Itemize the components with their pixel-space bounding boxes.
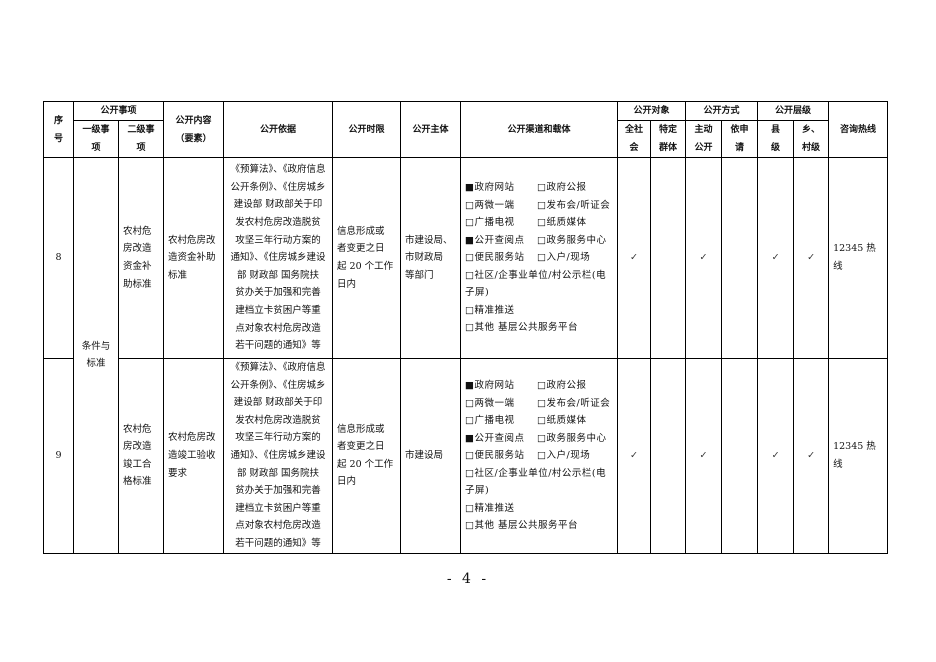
- row-level1: 条件与 标准: [73, 157, 119, 554]
- header-audience-group: 公开对象: [617, 101, 687, 121]
- row-level-county: ✓: [757, 157, 795, 359]
- row-level-county: ✓: [757, 358, 795, 554]
- header-time-limit: 公开时限: [332, 101, 402, 158]
- row-method-request: [721, 358, 759, 554]
- header-audience-specific: 特定 群体: [650, 120, 687, 158]
- header-subject: 公开主体: [400, 101, 462, 158]
- table-row: 8 条件与 标准 农村危 房改造 资金补 助标准 农村危房改 造资金补助 标准 …: [43, 157, 889, 554]
- row-audience-specific: [650, 358, 687, 554]
- row-method-active: ✓: [685, 157, 723, 359]
- row-subject: 市建设局: [400, 358, 462, 554]
- header-method-active: 主动 公开: [685, 120, 723, 158]
- channel-option: □便民服务站: [465, 252, 525, 264]
- row-level2: 农村危 房改造 竣工合 格标准: [117, 358, 165, 554]
- header-item-group: 公开事项: [72, 101, 165, 121]
- channel-option: □社区/企事业单位/村公示栏(电子屏): [465, 269, 607, 299]
- channel-option: □广播电视: [465, 217, 515, 229]
- header-method-group: 公开方式: [685, 101, 759, 121]
- channel-option: ■政府网站: [465, 380, 515, 392]
- row-basis: 《预算法》、《政府信息 公开条例》、《住房城乡 建设部 财政部关于印 发农村危房…: [223, 157, 334, 359]
- channel-option: □政府公报: [537, 182, 587, 194]
- row-channels: ■政府网站 □政府公报 □两微一端 □发布会/听证会 □广播电视 □纸质媒体 ■公开查阅点 □…: [460, 157, 619, 359]
- channel-option: □纸质媒体: [537, 415, 587, 427]
- header-basis: 公开依据: [223, 101, 334, 158]
- header-audience-all: 全社 会: [617, 120, 652, 158]
- channel-option: □广播电视: [465, 415, 515, 427]
- disclosure-table: 序 号 公开事项 公开内容 （要素） 公开依据 公开时限 公开主体 公开渠道和载…: [43, 101, 889, 554]
- header-method-request: 依申 请: [721, 120, 759, 158]
- row-hotline: 12345 热线: [828, 358, 889, 554]
- row-content: 农村危房改 造资金补助 标准: [163, 157, 225, 359]
- header-level2: 二级事 项: [117, 120, 165, 158]
- row-audience-specific: [650, 157, 687, 359]
- channel-option: ■公开查阅点: [465, 432, 525, 444]
- channel-option: □纸质媒体: [537, 217, 587, 229]
- row-level-town: ✓: [793, 157, 830, 359]
- channel-option: □政务服务中心: [537, 234, 607, 246]
- channel-option: □精准推送: [465, 502, 515, 514]
- header-level-group: 公开层级: [757, 101, 830, 121]
- table-row: 9 农村危 房改造 竣工合 格标准 农村危房改 造竣工验收 要求 《预算法》、《…: [43, 358, 889, 554]
- channel-option: □入户/现场: [537, 252, 591, 264]
- channel-option: □政务服务中心: [537, 432, 607, 444]
- header-hotline: 咨询热线: [828, 101, 889, 158]
- row-audience-all: ✓: [617, 358, 652, 554]
- channel-option: □政府公报: [537, 380, 587, 392]
- header-seq: 序 号: [43, 101, 74, 158]
- header-level1: 一级事 项: [73, 120, 119, 158]
- channel-option: □入户/现场: [537, 450, 591, 462]
- channel-option: □精准推送: [465, 304, 515, 316]
- row-subject: 市建设局、 市财政局 等部门: [400, 157, 462, 359]
- row-level2: 农村危 房改造 资金补 助标准: [117, 157, 165, 359]
- row-level-town: ✓: [793, 358, 830, 554]
- row-method-request: [721, 157, 759, 359]
- channel-option: □两微一端: [465, 397, 515, 409]
- channel-option: □其他 基层公共服务平台: [465, 520, 579, 532]
- channel-option: □两微一端: [465, 199, 515, 211]
- row-content: 农村危房改 造竣工验收 要求: [163, 358, 225, 554]
- channel-option: ■政府网站: [465, 182, 515, 194]
- page-number: - 4 -: [446, 571, 490, 587]
- header-content: 公开内容 （要素）: [163, 101, 225, 158]
- channel-option: □其他 基层公共服务平台: [465, 322, 579, 334]
- row-hotline: 12345 热线: [828, 157, 889, 359]
- channel-option: □社区/企事业单位/村公示栏(电子屏): [465, 467, 607, 497]
- row-time-limit: 信息形成或 者变更之日 起 20 个工作 日内: [332, 157, 402, 359]
- channel-option: □发布会/听证会: [537, 397, 611, 409]
- row-basis: 《预算法》、《政府信息 公开条例》、《住房城乡 建设部 财政部关于印 发农村危房…: [223, 358, 334, 554]
- row-channels: ■政府网站 □政府公报 □两微一端 □发布会/听证会 □广播电视 □纸质媒体 ■公开查阅点 □…: [460, 358, 619, 554]
- row-seq: 9: [43, 358, 74, 554]
- row-time-limit: 信息形成或 者变更之日 起 20 个工作 日内: [332, 358, 402, 554]
- channel-option: ■公开查阅点: [465, 234, 525, 246]
- header-level-county: 县 级: [757, 120, 795, 158]
- row-seq: 8: [43, 157, 74, 359]
- header-level-town: 乡、 村级: [793, 120, 830, 158]
- channel-option: □发布会/听证会: [537, 199, 611, 211]
- row-audience-all: ✓: [617, 157, 652, 359]
- channel-option: □便民服务站: [465, 450, 525, 462]
- row-method-active: ✓: [685, 358, 723, 554]
- header-channels: 公开渠道和载体: [460, 101, 619, 158]
